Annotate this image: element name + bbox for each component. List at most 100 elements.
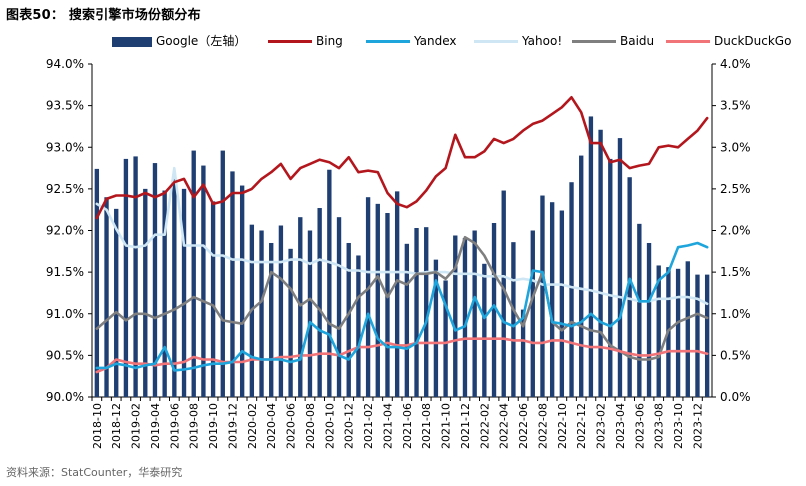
right-tick-label: 3.5% <box>720 99 751 113</box>
x-tick-label: 2022-04 <box>498 403 511 449</box>
x-tick-label: 2021-08 <box>420 403 433 449</box>
legend-swatch-yahoo <box>474 40 518 43</box>
x-tick-label: 2021-02 <box>362 403 375 449</box>
bar-google <box>579 155 584 397</box>
x-tick-label: 2023-06 <box>633 403 646 449</box>
bar-google <box>569 182 574 397</box>
legend-duckduckgo: DuckDuckGo <box>666 30 791 52</box>
right-tick-label: 4.0% <box>720 57 751 71</box>
left-tick-label: 91.0% <box>46 307 84 321</box>
bar-google <box>269 242 274 397</box>
x-tick-label: 2022-10 <box>556 403 569 449</box>
x-tick-label: 2020-08 <box>304 403 317 449</box>
x-tick-label: 2020-02 <box>246 403 259 449</box>
bar-google <box>637 223 642 397</box>
bar-google <box>462 237 468 397</box>
x-tick-label: 2022-12 <box>575 403 588 449</box>
x-tick-label: 2023-12 <box>691 403 704 449</box>
legend-label-yahoo: Yahoo! <box>522 34 563 48</box>
right-tick-label: 0.5% <box>720 348 751 362</box>
right-tick-label: 0.0% <box>720 390 751 404</box>
x-tick-label: 2019-08 <box>188 403 201 449</box>
bar-google <box>608 158 613 397</box>
right-tick-label: 1.0% <box>720 307 751 321</box>
x-tick-label: 2019-12 <box>226 403 239 449</box>
bar-google <box>210 201 216 397</box>
bar-google <box>278 225 284 397</box>
bar-google <box>549 202 555 397</box>
bar-google <box>656 265 661 397</box>
page-title: 图表50： 搜索引擎市场份额分布 <box>6 8 201 23</box>
bar-google <box>443 280 448 397</box>
bar-google <box>511 242 516 397</box>
legend-swatch-bing <box>268 40 312 43</box>
legend-label-baidu: Baidu <box>620 34 655 48</box>
bar-google <box>133 156 138 397</box>
x-tick-label: 2021-12 <box>459 403 472 449</box>
bar-google <box>559 210 565 397</box>
left-tick-label: 94.0% <box>46 57 84 71</box>
bar-google <box>501 190 506 397</box>
x-tick-label: 2020-12 <box>343 403 356 449</box>
legend-swatch-baidu <box>572 40 616 43</box>
bar-google <box>598 129 603 397</box>
bar-google <box>365 197 371 397</box>
bar-google <box>162 190 167 397</box>
bar-google <box>675 268 681 397</box>
source-note: 资料来源：StatCounter，华泰研究 <box>6 466 183 479</box>
x-tick-label: 2022-06 <box>517 403 530 449</box>
bar-google <box>385 213 390 397</box>
x-tick-label: 2023-02 <box>595 403 608 449</box>
bar-google <box>307 230 313 397</box>
legend-google: Google（左轴） <box>112 30 246 52</box>
bar-google <box>327 169 332 397</box>
bar-google <box>317 208 322 397</box>
bar-google <box>181 188 187 397</box>
bar-google <box>239 185 245 397</box>
legend-baidu: Baidu <box>572 30 654 52</box>
bar-google <box>424 227 429 397</box>
left-tick-label: 92.5% <box>46 182 84 196</box>
bar-google <box>685 261 690 397</box>
legend-yahoo: Yahoo! <box>474 30 562 52</box>
bar-google <box>123 158 129 397</box>
bar-google <box>375 203 380 397</box>
x-tick-label: 2018-12 <box>110 403 123 449</box>
bar-google <box>201 165 206 397</box>
bar-google <box>346 242 351 397</box>
line-duckduckgo <box>95 337 709 374</box>
right-tick-label: 3.0% <box>720 140 751 154</box>
x-tick-label: 2020-10 <box>323 403 336 449</box>
left-tick-label: 90.5% <box>46 348 84 362</box>
bar-google <box>704 274 710 397</box>
left-tick-label: 91.5% <box>46 265 84 279</box>
x-tick-label: 2020-06 <box>285 403 298 449</box>
x-tick-label: 2021-06 <box>401 403 414 449</box>
bar-google <box>298 217 303 397</box>
bar-google <box>259 230 264 397</box>
legend-label-duckduckgo: DuckDuckGo <box>714 34 792 48</box>
x-tick-label: 2023-10 <box>672 403 685 449</box>
bar-google <box>104 197 109 397</box>
right-tick-label: 2.0% <box>720 224 751 238</box>
bar-google <box>356 255 361 397</box>
legend-swatch-duckduckgo <box>666 40 710 43</box>
bar-google <box>617 138 623 397</box>
bar-google <box>472 230 477 397</box>
legend-bing: Bing <box>268 30 343 52</box>
bar-google <box>588 116 594 397</box>
line-yahoo <box>95 166 709 306</box>
bar-google <box>540 195 545 397</box>
bar-google <box>482 263 487 397</box>
bar-google <box>191 150 196 397</box>
bar-google <box>453 235 458 397</box>
line-bing <box>95 96 709 220</box>
bar-google <box>646 242 652 397</box>
bar-google <box>695 274 700 397</box>
legend-yandex: Yandex <box>366 30 457 52</box>
line-yandex <box>95 241 709 372</box>
bar-google <box>336 217 342 397</box>
legend-label-bing: Bing <box>316 34 343 48</box>
legend-swatch-yandex <box>366 40 410 43</box>
bar-google <box>414 228 419 397</box>
